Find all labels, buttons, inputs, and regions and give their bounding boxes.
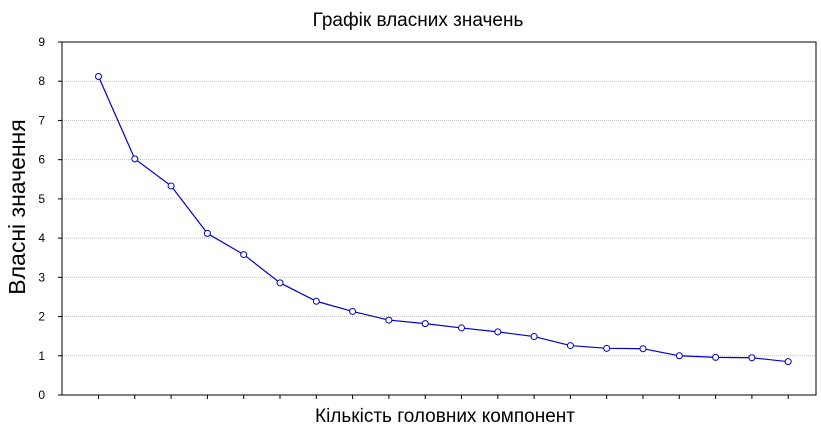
y-tick-label: 3 (38, 270, 45, 284)
data-point (131, 155, 139, 163)
grid-lines (62, 41, 816, 357)
data-point (240, 251, 248, 259)
data-point (639, 345, 647, 353)
axis-ticks: 0 1 2 3 4 5 6 7 8 9 (38, 35, 789, 402)
data-point (784, 358, 792, 366)
data-point (167, 182, 175, 190)
data-point (603, 344, 611, 352)
y-tick-label: 4 (38, 231, 45, 245)
data-point (458, 324, 465, 332)
data-point (675, 352, 683, 360)
chart-title: Графік власних значень (313, 10, 524, 31)
data-point (421, 320, 429, 328)
x-axis-label: Кількість головних компонент (315, 406, 575, 427)
y-tick-label: 1 (38, 349, 45, 363)
data-point (494, 328, 502, 336)
y-tick-label: 2 (38, 310, 45, 324)
series-line (97, 76, 789, 363)
data-point (349, 307, 357, 315)
y-tick-label: 6 (38, 153, 45, 167)
y-tick-label: 9 (38, 35, 45, 49)
data-point (566, 342, 574, 350)
data-point (530, 333, 538, 341)
data-point (203, 229, 211, 237)
data-point (385, 316, 393, 324)
series-layer (95, 73, 792, 366)
axes (61, 41, 817, 396)
data-point (712, 353, 720, 361)
data-point (748, 354, 756, 362)
y-tick-label: 8 (38, 74, 45, 88)
plot-frame (61, 41, 817, 396)
data-point (312, 297, 320, 305)
y-tick-label: 7 (38, 113, 45, 127)
data-point (95, 73, 102, 81)
y-tick-label: 0 (38, 388, 45, 402)
y-tick-label: 5 (38, 192, 45, 206)
data-point (276, 279, 284, 287)
y-axis-label: Власні значення (4, 119, 30, 294)
